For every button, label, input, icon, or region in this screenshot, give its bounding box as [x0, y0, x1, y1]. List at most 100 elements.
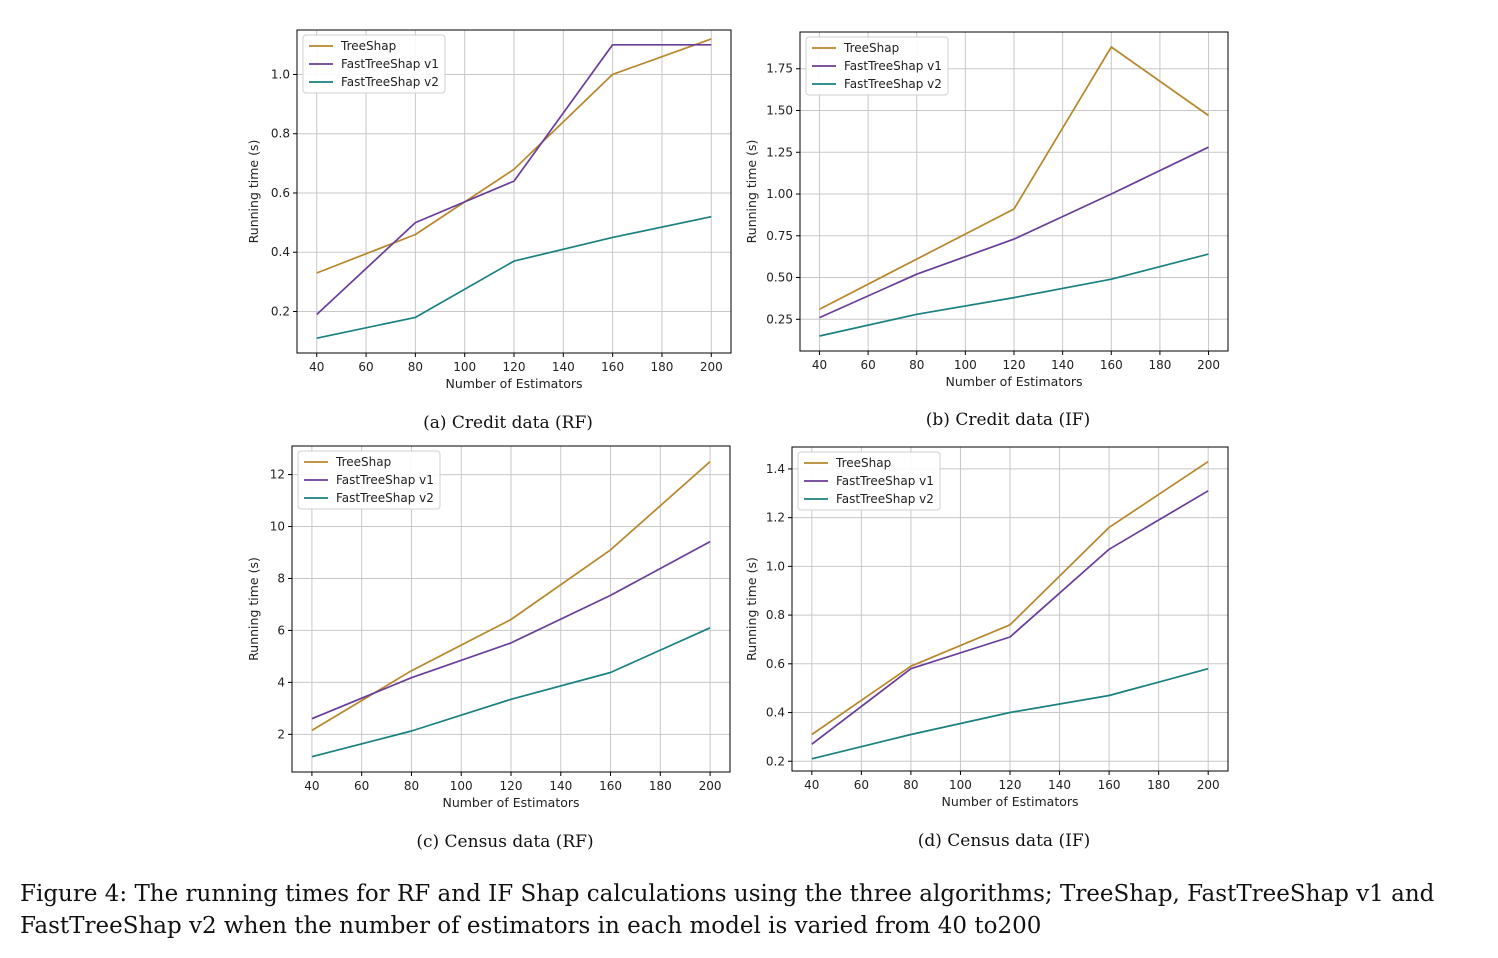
x-tick-label: 60 [854, 778, 869, 792]
x-tick-label: 60 [860, 358, 875, 372]
x-tick-label: 120 [999, 778, 1022, 792]
series-line-fasttreeshap-v1 [316, 43, 712, 316]
x-tick-label: 180 [1147, 778, 1170, 792]
x-tick-label: 160 [1098, 778, 1121, 792]
x-tick-label: 200 [1197, 358, 1220, 372]
legend-box [805, 36, 949, 96]
y-tick-label: 0.4 [271, 245, 290, 259]
y-tick-label: 0.25 [766, 312, 793, 326]
x-tick-label: 120 [500, 779, 523, 793]
y-tick-label: 1.4 [766, 462, 785, 476]
x-tick-label: 60 [354, 779, 369, 793]
x-tick-label: 180 [649, 779, 672, 793]
series-line-fasttreeshap-v2 [316, 215, 712, 340]
y-axis-label: Running time (s) [246, 557, 261, 661]
series-line-fasttreeshap-v1 [811, 490, 1209, 745]
chart-panel-0: 40 60 80 100 120 140 160 180 200 0.2 0.4 0.6 0.8 1.0 N… [246, 29, 732, 433]
x-tick-label: 60 [358, 360, 373, 374]
legend-entry: FastTreeShap v2 [341, 75, 439, 89]
y-tick-label: 0.6 [271, 186, 290, 200]
legend: TreeShap FastTreeShap v1 FastTreeShap v2 [797, 451, 941, 511]
x-tick-label: 100 [949, 778, 972, 792]
x-tick-label: 180 [1148, 358, 1171, 372]
series-line-fasttreeshap-v2 [819, 253, 1209, 337]
x-tick-label: 140 [549, 779, 572, 793]
y-tick-label: 0.2 [271, 305, 290, 319]
x-tick-label: 200 [699, 779, 722, 793]
series-line-fasttreeshap-v1 [819, 146, 1209, 319]
y-tick-label: 1.0 [766, 559, 785, 573]
figure-caption: Figure 4: The running times for RF and I… [20, 881, 1435, 939]
y-tick-label: 0.75 [766, 229, 793, 243]
x-axis-label: Number of Estimators [941, 794, 1078, 809]
x-axis-label: Number of Estimators [445, 376, 582, 391]
legend-entry: FastTreeShap v1 [341, 57, 439, 71]
legend: TreeShap FastTreeShap v1 FastTreeShap v2 [805, 36, 949, 96]
y-axis-label: Running time (s) [246, 140, 261, 244]
x-tick-label: 200 [700, 360, 723, 374]
series-line-treeshap [316, 38, 712, 274]
legend-entry: FastTreeShap v2 [836, 492, 934, 506]
x-tick-label: 40 [812, 358, 827, 372]
x-tick-label: 100 [450, 779, 473, 793]
x-tick-label: 120 [503, 360, 526, 374]
x-tick-label: 40 [804, 778, 819, 792]
x-tick-label: 80 [404, 779, 419, 793]
x-tick-label: 140 [552, 360, 575, 374]
y-axis-label: Running time (s) [744, 140, 759, 244]
x-tick-label: 100 [954, 358, 977, 372]
x-tick-label: 200 [1197, 778, 1220, 792]
x-tick-label: 80 [903, 778, 918, 792]
legend-entry: FastTreeShap v1 [836, 474, 934, 488]
legend: TreeShap FastTreeShap v1 FastTreeShap v2 [302, 34, 446, 94]
y-tick-label: 1.75 [766, 62, 793, 76]
legend-box [297, 450, 441, 510]
y-tick-label: 1.00 [766, 187, 793, 201]
legend-entry: TreeShap [340, 39, 396, 53]
legend-entry: FastTreeShap v1 [336, 473, 434, 487]
x-tick-label: 80 [408, 360, 423, 374]
y-tick-label: 0.6 [766, 657, 785, 671]
y-tick-label: 0.8 [766, 608, 785, 622]
legend-box [302, 34, 446, 94]
x-tick-label: 40 [304, 779, 319, 793]
x-tick-label: 160 [1100, 358, 1123, 372]
x-tick-label: 40 [309, 360, 324, 374]
y-tick-label: 2 [277, 727, 285, 741]
series-line-fasttreeshap-v2 [311, 627, 711, 758]
y-tick-label: 10 [270, 520, 285, 534]
x-axis-label: Number of Estimators [945, 374, 1082, 389]
chart-panel-1: 40 60 80 100 120 140 160 180 200 0.25 0.50 0.75 1.00… [744, 31, 1229, 430]
x-tick-label: 160 [599, 779, 622, 793]
subfigure-caption: (d) Census data (IF) [918, 831, 1091, 851]
x-tick-label: 180 [651, 360, 674, 374]
y-tick-label: 0.4 [766, 706, 785, 720]
series-line-fasttreeshap-v1 [311, 540, 711, 720]
x-tick-label: 80 [909, 358, 924, 372]
subfigure-caption: (c) Census data (RF) [416, 832, 593, 852]
legend-entry: FastTreeShap v2 [844, 77, 942, 91]
chart-panel-3: 40 60 80 100 120 140 160 180 200 0.2 0.4 0.6 0.8 1.0 1… [744, 446, 1229, 851]
x-tick-label: 140 [1048, 778, 1071, 792]
y-tick-label: 8 [277, 571, 285, 585]
chart-panel-2: 40 60 80 100 120 140 160 180 200 2 4 6 8 10 12 Number o… [246, 445, 731, 852]
x-tick-label: 120 [1003, 358, 1026, 372]
y-tick-label: 1.25 [766, 145, 793, 159]
y-tick-label: 0.2 [766, 754, 785, 768]
y-tick-label: 12 [270, 468, 285, 482]
y-tick-label: 1.0 [271, 67, 290, 81]
series-line-fasttreeshap-v2 [811, 667, 1209, 760]
x-tick-label: 140 [1051, 358, 1074, 372]
legend-entry: TreeShap [835, 456, 891, 470]
legend: TreeShap FastTreeShap v1 FastTreeShap v2 [297, 450, 441, 510]
legend-entry: TreeShap [843, 41, 899, 55]
y-tick-label: 0.50 [766, 271, 793, 285]
legend-box [797, 451, 941, 511]
legend-entry: FastTreeShap v2 [336, 491, 434, 505]
y-tick-label: 1.2 [766, 511, 785, 525]
x-axis-label: Number of Estimators [442, 795, 579, 810]
y-tick-label: 6 [277, 623, 285, 637]
series-line-treeshap [811, 460, 1209, 736]
y-tick-label: 4 [277, 675, 285, 689]
